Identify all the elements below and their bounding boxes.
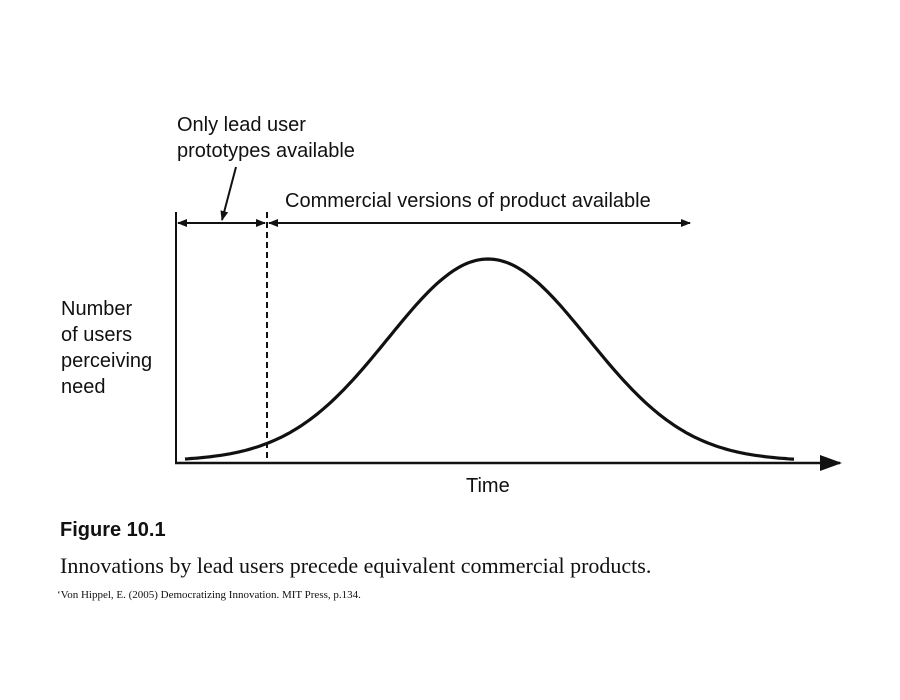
commercial-annotation: Commercial versions of product available	[285, 190, 651, 212]
x-axis-label: Time	[466, 475, 510, 497]
lead-user-annotation: Only lead user prototypes available	[177, 112, 355, 164]
y-axis-label-line3: perceiving	[61, 350, 153, 372]
figure-number: Figure 10.1	[60, 519, 166, 541]
lead-user-annotation-line2: prototypes available	[177, 140, 355, 162]
figure-source-citation: ‘Von Hippel, E. (2005) Democratizing Inn…	[57, 589, 361, 601]
y-axis-label-line4: need	[61, 376, 106, 398]
y-axis-label: Number of users perceiving need	[61, 296, 152, 400]
y-axis-label-line1: Number	[61, 298, 133, 320]
lead-user-annotation-line1: Only lead user	[177, 114, 306, 136]
figure-caption: Innovations by lead users precede equiva…	[60, 553, 652, 578]
lead-user-pointer-arrow	[220, 166, 237, 221]
y-axis-label-line2: of users	[61, 324, 133, 346]
need-curve	[184, 257, 795, 461]
